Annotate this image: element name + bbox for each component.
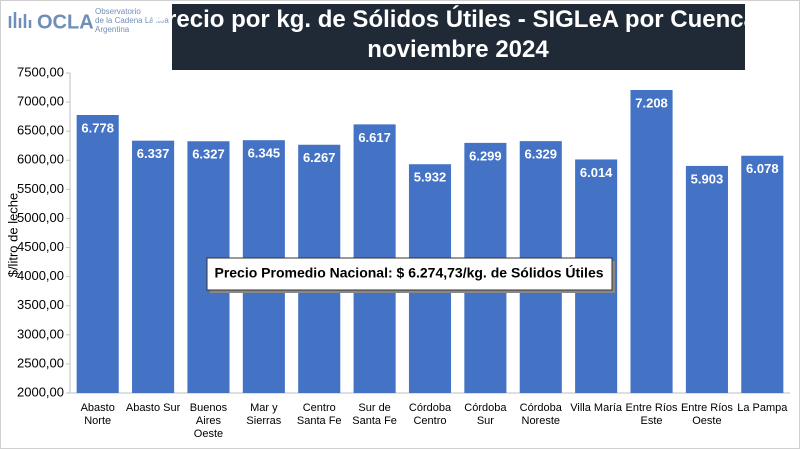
y-tick-label: 6000,00 [17,152,64,167]
value-label: 5.903 [691,171,724,186]
value-label: 6.778 [81,120,114,135]
logo-name: OCLA [37,11,94,33]
x-tick-label: Villa María [570,402,623,414]
y-tick-label: 4500,00 [17,239,64,254]
y-tick-label: 7500,00 [17,64,64,79]
x-tick-label: Sur de Santa Fe [352,402,397,427]
logo-subtitle: Observatorio de la Cadena Láctea Argentina [95,7,169,34]
y-tick-label: 7000,00 [17,94,64,109]
logo-icon [8,12,32,28]
value-label: 6.617 [358,130,391,145]
value-label: 6.327 [192,147,225,162]
y-tick-label: 5500,00 [17,181,64,196]
y-tick-label: 3500,00 [17,297,64,312]
value-label: 6.299 [469,148,502,163]
value-label: 6.337 [137,146,170,161]
bar [76,115,119,394]
bar [132,140,175,393]
value-label: 6.267 [303,150,336,165]
bar [741,155,784,393]
value-label: 5.932 [414,170,447,185]
value-label: 6.329 [524,147,557,162]
chart-title: Precio por kg. de Sólidos Útiles - SIGLe… [151,5,765,63]
x-tick-label: Entre Ríos Oeste [681,402,733,427]
value-label: 6.014 [580,165,613,180]
x-tick-label: La Pampa [737,402,788,414]
x-tick-label: Córdoba Sur [464,402,507,427]
x-tick-label: Abasto Sur [126,402,181,414]
annotation-box [206,257,613,291]
y-tick-label: 3000,00 [17,326,64,341]
x-tick-label: Buenos Aires Oeste [190,402,228,440]
x-tick-label: Mar y Sierras [246,402,281,427]
x-tick-label: Córdoba Centro [409,402,452,427]
x-tick-label: Abasto Norte [81,402,115,427]
value-label: 7.208 [635,95,668,110]
x-tick-label: Córdoba Noreste [520,402,563,427]
y-tick-label: 6500,00 [17,123,64,138]
y-tick-label: 2500,00 [17,355,64,370]
x-tick-label: Entre Ríos Este [626,402,678,427]
y-tick-label: 4000,00 [17,268,64,283]
y-axis-title: $/litro de leche [5,193,20,278]
title-box [172,4,745,70]
y-tick-label: 5000,00 [17,210,64,225]
annotation: Precio Promedio Nacional: $ 6.274,73/kg.… [214,264,603,281]
value-label: 6.345 [248,146,281,161]
value-label: 6.078 [746,161,779,176]
y-tick-label: 2000,00 [17,384,64,399]
x-tick-label: Centro Santa Fe [297,402,342,427]
bar [685,165,728,393]
bar [630,89,673,394]
